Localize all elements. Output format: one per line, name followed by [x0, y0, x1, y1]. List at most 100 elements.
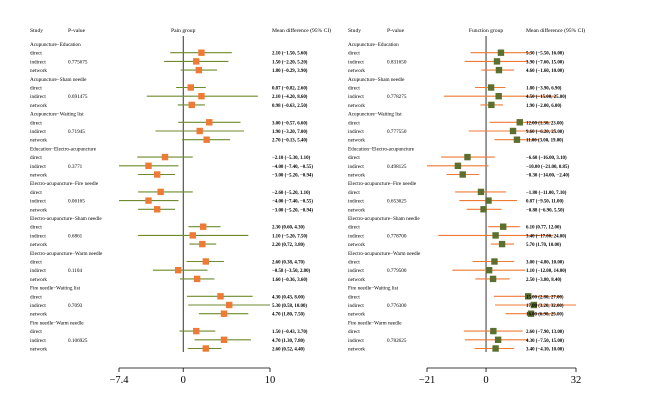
- point-estimate-marker: [459, 171, 466, 178]
- p-value: 0.498125: [387, 164, 407, 170]
- point-estimate-marker: [198, 93, 205, 100]
- point-estimate-marker: [490, 327, 497, 335]
- row-type-label: network: [348, 173, 365, 179]
- mean-difference-label: 16.00 (6.90, 25.00): [526, 313, 564, 318]
- point-estimate-marker: [193, 58, 200, 65]
- col-header-mean-difference: Mean difference (95% CI): [526, 27, 585, 34]
- point-estimate-marker: [495, 66, 503, 74]
- mean-difference-label: 4.30 (0.43, 8.00): [272, 295, 305, 300]
- row-type-label: indirect: [30, 303, 46, 309]
- col-header-p-value: P-value: [387, 28, 405, 34]
- row-type-label: network: [348, 347, 365, 353]
- comparison-title: Electro-acupuncture−Fire needle: [348, 181, 417, 187]
- p-value: 0.6861: [68, 233, 83, 239]
- row-type-label: network: [30, 312, 47, 318]
- comparison-title: Fire needle−Warm needle: [348, 320, 402, 326]
- row-type-label: indirect: [348, 59, 364, 65]
- mean-difference-label: 5.30 (0.58, 10.00): [272, 304, 307, 309]
- comparison-title: Fire needle−Waiting list: [348, 286, 399, 292]
- row-type-label: direct: [348, 225, 360, 231]
- point-estimate-marker: [161, 153, 169, 161]
- row-type-label: direct: [30, 155, 42, 161]
- point-estimate-marker: [513, 136, 521, 143]
- comparison-title: Education−Electro-acupuncture: [30, 146, 97, 152]
- mean-difference-label: 2.60 (0.38, 4.70): [272, 261, 305, 266]
- row-type-label: direct: [30, 190, 42, 196]
- row-type-label: direct: [30, 225, 42, 231]
- row-type-label: indirect: [348, 233, 364, 239]
- row-type-label: direct: [348, 294, 360, 300]
- comparison-title: Acupuncture−Waiting list: [348, 112, 402, 118]
- row-type-label: indirect: [348, 338, 364, 344]
- p-value: 0.778275: [387, 94, 407, 100]
- comparison-title: Fire needle−Waiting list: [30, 286, 81, 292]
- point-estimate-marker: [494, 336, 502, 343]
- p-value: 0.782625: [387, 338, 407, 344]
- p-value: 0.779500: [387, 268, 407, 274]
- row-type-label: network: [348, 138, 365, 144]
- panel-title: Pain group: [171, 28, 196, 34]
- mean-difference-label: 3.00 (−0.57, 6.60): [272, 121, 308, 126]
- panel-title: Function group: [469, 28, 504, 34]
- mean-difference-label: 1.10 (−12.00, 14.00): [526, 269, 567, 274]
- p-value: 0.776300: [387, 303, 407, 309]
- row-type-label: direct: [348, 86, 360, 92]
- mean-difference-label: 1.10 (−5.20, 7.50): [272, 234, 308, 239]
- row-type-label: network: [30, 207, 47, 213]
- point-estimate-marker: [217, 293, 224, 300]
- comparison-title: Fire needle−Warm needle: [30, 320, 84, 326]
- point-estimate-marker: [499, 223, 507, 230]
- p-value: 0.775675: [68, 59, 88, 65]
- mean-difference-label: 1.60 (−0.36, 3.60): [272, 278, 308, 283]
- comparison-title: Acupuncture−Education: [348, 42, 399, 48]
- point-estimate-marker: [193, 275, 201, 283]
- mean-difference-label: 1.80 (−0.29, 3.90): [272, 69, 308, 74]
- mean-difference-label: −0.58 (−3.50, 2.80): [272, 269, 311, 274]
- row-type-label: network: [30, 277, 47, 283]
- mean-difference-label: −0.88 (−6.90, 5.50): [526, 208, 565, 213]
- point-estimate-marker: [188, 101, 195, 109]
- point-estimate-marker: [203, 136, 210, 143]
- mean-difference-label: 4.50 (−15.00, 25.00): [526, 95, 567, 100]
- p-value: 0.831650: [387, 59, 407, 65]
- point-estimate-marker: [480, 206, 487, 213]
- p-value: 0.777550: [387, 129, 407, 135]
- row-type-label: network: [348, 242, 365, 248]
- mean-difference-label: −2.10 (−5.30, 1.10): [272, 156, 311, 161]
- point-estimate-marker: [492, 345, 499, 352]
- comparison-title: Electro-acupuncture−Warm needle: [348, 251, 421, 257]
- point-estimate-marker: [489, 275, 497, 283]
- mean-difference-label: 2.70 (−0.13, 5.40): [272, 139, 308, 144]
- mean-difference-label: 1.90 (−2.00, 6.00): [526, 104, 562, 109]
- point-estimate-marker: [464, 153, 471, 161]
- mean-difference-label: 3.40 (−4.10, 10.00): [526, 348, 564, 353]
- row-type-label: indirect: [30, 164, 46, 170]
- mean-difference-label: 15.00 (2.80, 27.00): [526, 295, 564, 300]
- mean-difference-label: 2.10 (−1.50, 5.60): [272, 52, 308, 57]
- p-value: 0.7093: [68, 303, 83, 309]
- point-estimate-marker: [189, 232, 196, 239]
- row-type-label: direct: [348, 51, 360, 57]
- comparison-title: Electro-acupuncture−Warm needle: [30, 251, 103, 257]
- mean-difference-label: 0.87 (−0.82, 2.60): [272, 87, 308, 92]
- row-type-label: indirect: [348, 129, 364, 135]
- point-estimate-marker: [145, 197, 152, 204]
- mean-difference-label: 1.90 (−3.20, 7.00): [272, 130, 308, 135]
- row-type-label: indirect: [348, 94, 364, 100]
- row-type-label: indirect: [348, 199, 364, 205]
- row-type-label: indirect: [30, 268, 46, 274]
- point-estimate-marker: [220, 310, 228, 317]
- x-tick-label: 10: [265, 375, 276, 386]
- mean-difference-label: 6.10 (0.77, 12.00): [526, 226, 561, 231]
- mean-difference-label: 3.40 (−17.00, 24.00): [526, 234, 567, 239]
- point-estimate-marker: [485, 197, 492, 204]
- row-type-label: indirect: [30, 338, 46, 344]
- point-estimate-marker: [525, 293, 532, 300]
- row-type-label: indirect: [30, 199, 46, 205]
- col-header-study: Study: [348, 28, 361, 34]
- row-type-label: network: [30, 242, 47, 248]
- point-estimate-marker: [226, 301, 233, 309]
- point-estimate-marker: [454, 162, 462, 169]
- mean-difference-label: −10.00 (−21.00, 0.85): [526, 165, 569, 170]
